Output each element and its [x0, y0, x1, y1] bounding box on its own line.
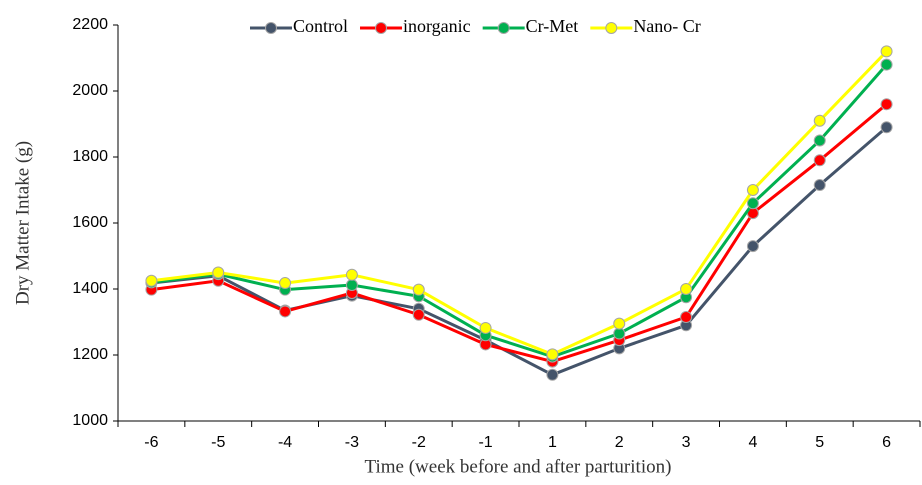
x-tick-label: -1: [478, 434, 492, 451]
point: [613, 327, 626, 340]
y-tick-label: 1400: [72, 280, 108, 297]
series-line: [151, 63, 888, 359]
point: [813, 134, 826, 147]
point: [813, 179, 826, 192]
y-tick-label: 2000: [72, 82, 108, 99]
y-tick-label: 1200: [72, 346, 108, 363]
point: [880, 98, 893, 111]
x-tick-label: -6: [144, 434, 158, 451]
y-tick-label: 1800: [72, 148, 108, 165]
x-tick-label: 1: [548, 434, 557, 451]
point: [479, 321, 492, 334]
point: [279, 277, 292, 290]
point: [680, 311, 693, 324]
point: [746, 197, 759, 210]
point: [546, 368, 559, 381]
legend-label: Control: [293, 16, 348, 36]
x-tick-label: 4: [748, 434, 757, 451]
point: [145, 274, 158, 287]
legend-marker: [375, 22, 388, 34]
y-tick-label: 2200: [72, 16, 108, 33]
point: [880, 58, 893, 71]
point: [880, 45, 893, 58]
y-tick-label: 1000: [72, 412, 108, 429]
point: [680, 283, 693, 295]
x-axis-title: Time (week before and after parturition): [365, 456, 672, 477]
y-axis-title: Dry Matter Intake (g): [12, 141, 33, 305]
point: [546, 348, 559, 361]
legend-marker: [605, 22, 618, 34]
x-tick-label: 3: [682, 434, 691, 451]
legend-label: Cr-Met: [526, 16, 579, 36]
legend-label: Nano- Cr: [633, 16, 700, 36]
point: [345, 279, 358, 292]
series-line: [151, 50, 888, 356]
x-tick-label: -3: [345, 434, 359, 451]
legend-marker: [265, 22, 277, 34]
point: [746, 184, 759, 196]
legend-marker: [497, 22, 510, 34]
point: [813, 154, 826, 167]
x-tick-label: 5: [815, 434, 824, 451]
point: [746, 240, 759, 253]
point: [345, 268, 358, 281]
legend-label: inorganic: [403, 16, 471, 36]
x-tick-label: -4: [278, 434, 292, 451]
point: [412, 283, 425, 296]
point: [880, 121, 893, 134]
point: [613, 317, 626, 330]
point: [279, 305, 292, 318]
x-tick-label: 6: [882, 434, 891, 451]
y-tick-label: 1600: [72, 214, 108, 231]
point: [412, 308, 425, 321]
x-tick-label: -5: [211, 434, 225, 451]
series-line: [151, 103, 888, 364]
x-tick-label: -2: [412, 434, 426, 451]
point: [212, 266, 225, 279]
point: [813, 114, 826, 127]
x-tick-label: 2: [615, 434, 624, 451]
